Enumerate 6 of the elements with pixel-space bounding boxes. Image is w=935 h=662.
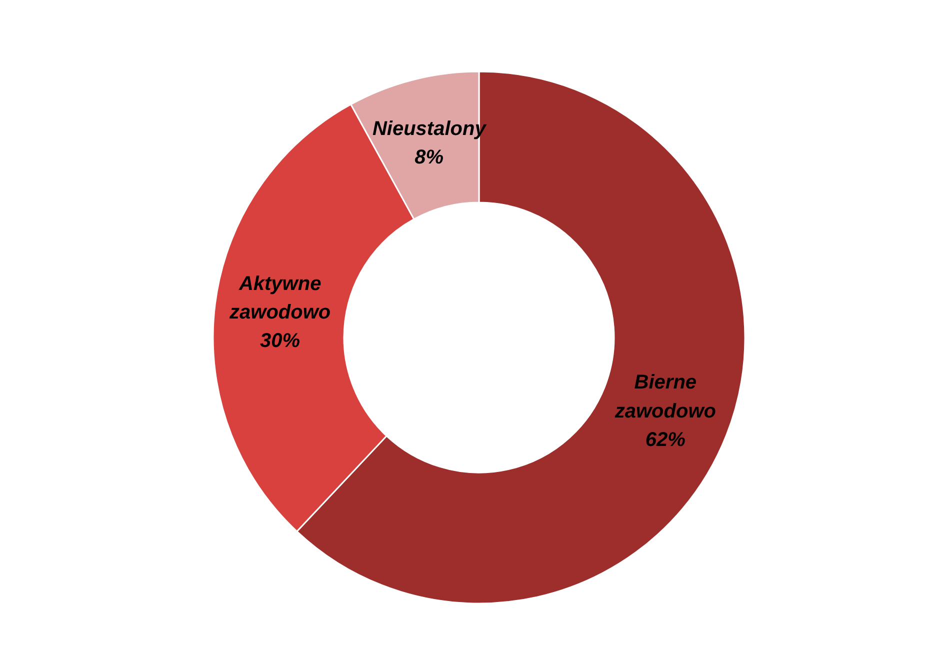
slice-label: Bierne zawodowo [614, 372, 716, 422]
data-label: 8% [414, 146, 444, 169]
slice-label: Aktywne zawodowo [228, 272, 331, 324]
data-label: 62% [645, 428, 686, 451]
data-label: 30% [260, 330, 300, 352]
slice-label: Nieustalony [372, 118, 487, 140]
